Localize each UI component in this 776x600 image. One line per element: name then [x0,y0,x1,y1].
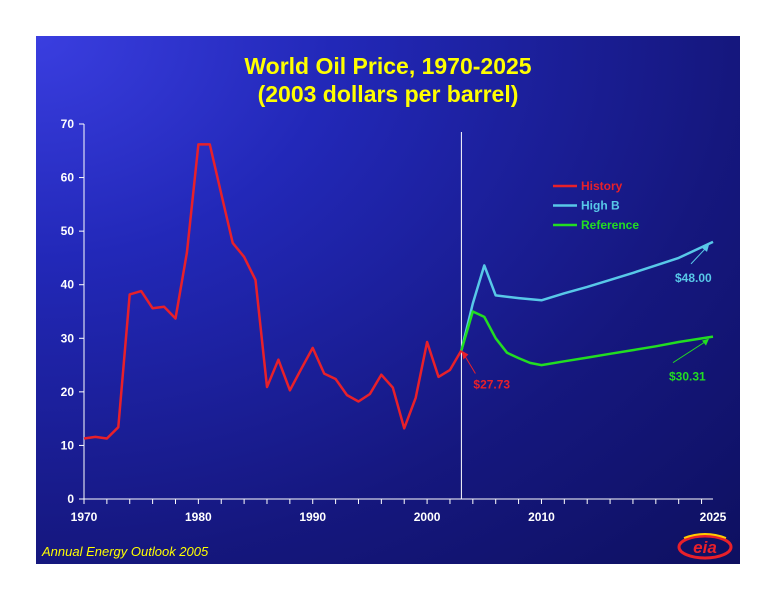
y-tick-label: 40 [61,278,75,292]
y-tick-label: 20 [61,385,75,399]
x-tick-label: 2010 [528,510,555,524]
y-tick-label: 50 [61,224,75,238]
eia-logo-text: eia [693,538,717,557]
footer-text: Annual Energy Outlook 2005 [42,544,209,559]
legend-label: History [581,179,623,193]
x-tick-label: 2000 [414,510,441,524]
y-tick-label: 70 [61,117,75,131]
legend-label: High B [581,199,620,213]
annotation-arrowhead [702,244,709,252]
annotation-label: $48.00 [675,271,712,285]
x-tick-label: 1980 [185,510,212,524]
annotation-arrowhead [461,350,469,360]
series-line-history [83,143,463,440]
x-tick-label: 1990 [299,510,326,524]
x-tick-label: 1970 [71,510,98,524]
y-tick-label: 10 [61,438,75,452]
annotation-arrowhead [702,338,709,346]
chart-title: World Oil Price, 1970-2025 [244,53,532,79]
eia-logo: eia [677,533,733,560]
chart-slide: World Oil Price, 1970-2025 (2003 dollars… [36,36,740,564]
annotation-arrow [672,340,708,364]
series-line-high-b [460,240,714,351]
oil-price-chart: 0 10 20 30 40 50 60 70 1970 1980 1990 2000 2010 2025 H… [61,117,727,524]
series-line-reference [460,310,714,367]
y-tick-label: 0 [67,492,74,506]
y-tick-label: 30 [61,331,75,345]
legend-label: Reference [581,218,639,232]
chart-subtitle: (2003 dollars per barrel) [257,81,519,107]
y-tick-label: 60 [61,171,75,185]
x-tick-label: 2025 [700,510,727,524]
annotation-label: $30.31 [669,370,706,384]
annotation-label: $27.73 [473,377,510,391]
